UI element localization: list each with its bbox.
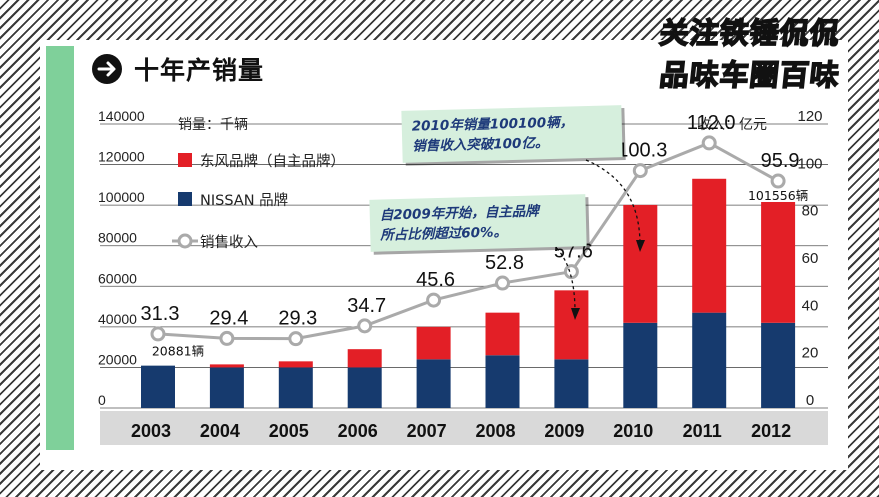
right-tick-label: 20	[802, 345, 819, 362]
x-tick-label: 2012	[751, 421, 791, 441]
left-tick-label: 100000	[98, 189, 145, 205]
legend-label: 东风品牌（自主品牌）	[200, 153, 345, 170]
legend-swatch-marker	[177, 233, 193, 249]
bar-annotation: 101556辆	[748, 188, 808, 203]
right-axis-label: 收入：亿元	[697, 117, 767, 133]
bar-nissan	[278, 367, 313, 408]
revenue-label: 45.6	[416, 269, 455, 291]
revenue-point	[632, 163, 648, 179]
bar-dongfeng	[692, 178, 727, 313]
left-tick-label: 80000	[98, 230, 137, 246]
revenue-label: 100.3	[617, 140, 667, 162]
x-tick-label: 2007	[407, 421, 447, 441]
right-tick-label: 80	[802, 203, 819, 220]
bar-dongfeng	[761, 201, 796, 323]
bar-annotation: 20881辆	[152, 344, 204, 359]
revenue-point	[219, 330, 235, 346]
bar-dongfeng	[278, 361, 313, 368]
bar-nissan	[554, 359, 589, 408]
x-axis-band	[100, 411, 828, 445]
note2-arrowhead	[571, 308, 580, 320]
bar-dongfeng	[347, 349, 382, 368]
x-tick-label: 2010	[613, 421, 653, 441]
revenue-label: 34.7	[347, 295, 386, 317]
left-tick-label: 0	[98, 392, 106, 408]
x-tick-label: 2008	[475, 421, 515, 441]
bar-nissan	[347, 367, 382, 408]
revenue-label: 112.0	[687, 112, 736, 134]
left-tick-label: 120000	[98, 149, 145, 165]
left-tick-label: 20000	[98, 351, 137, 367]
revenue-point	[426, 292, 442, 308]
revenue-label: 52.8	[485, 252, 524, 274]
bar-nissan	[209, 367, 244, 408]
revenue-label: 29.3	[278, 308, 317, 330]
annotation-note-2009: 自2009年开始，自主品牌 所占比例超过60%。	[369, 194, 587, 252]
bar-dongfeng	[623, 204, 658, 323]
right-tick-label: 120	[797, 108, 822, 125]
bar-nissan	[485, 355, 520, 408]
arrow-circle-icon	[92, 54, 122, 84]
bar-dongfeng	[554, 290, 589, 360]
right-tick-label: 100	[797, 155, 822, 172]
revenue-point	[563, 264, 579, 280]
revenue-point	[701, 135, 717, 151]
legend-swatch	[178, 153, 192, 167]
revenue-point	[150, 326, 166, 342]
note1-arrowhead	[636, 240, 645, 252]
x-tick-label: 2004	[200, 421, 240, 441]
bar-dongfeng	[485, 312, 520, 356]
right-tick-label: 0	[806, 392, 814, 409]
bar-dongfeng	[209, 364, 244, 368]
accent-bar	[46, 46, 74, 450]
note2-line2: 所占比例超过60%。	[380, 224, 508, 244]
revenue-point	[288, 331, 304, 347]
bar-dongfeng	[416, 326, 451, 360]
chart-title: 十年产销量	[134, 56, 265, 85]
annotation-note-2010: 2010年销量100100辆， 销售收入突破100亿。	[401, 105, 623, 163]
right-tick-label: 40	[802, 297, 819, 314]
bar-nissan	[623, 322, 658, 408]
bar-nissan	[692, 312, 727, 408]
left-tick-label: 40000	[98, 311, 137, 327]
left-tick-label: 60000	[98, 270, 137, 286]
legend-label: NISSAN 品牌	[200, 192, 288, 209]
bar-nissan	[761, 322, 796, 408]
x-tick-label: 2011	[683, 421, 722, 441]
note1-line2: 销售收入突破100亿。	[412, 135, 549, 155]
revenue-line	[157, 141, 779, 341]
right-tick-label: 60	[802, 250, 819, 267]
bar-nissan	[416, 359, 451, 408]
left-axis-label: 销量：千辆	[178, 117, 248, 133]
legend-label: 销售收入	[200, 234, 258, 251]
legend-swatch	[178, 192, 192, 206]
x-tick-label: 2003	[131, 421, 171, 441]
left-tick-label: 140000	[98, 108, 145, 124]
revenue-point	[495, 275, 510, 291]
bar-nissan	[141, 365, 175, 408]
revenue-label: 31.3	[141, 303, 180, 325]
x-tick-label: 2005	[269, 421, 309, 441]
revenue-label: 95.9	[761, 150, 800, 172]
x-tick-label: 2009	[544, 421, 584, 441]
revenue-point	[357, 318, 373, 334]
revenue-label: 29.4	[209, 307, 248, 329]
x-tick-label: 2006	[338, 421, 378, 441]
revenue-point	[770, 173, 786, 189]
